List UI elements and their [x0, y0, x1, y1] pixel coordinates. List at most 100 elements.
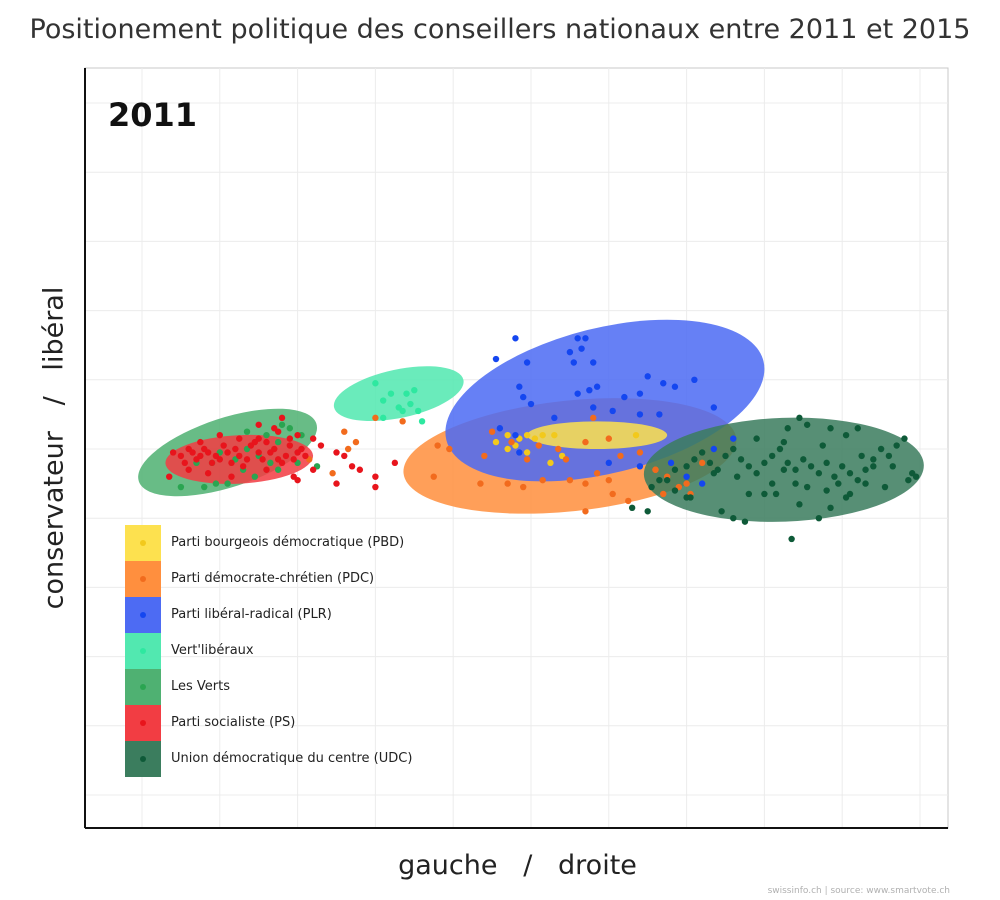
point-series-1	[582, 480, 589, 487]
point-series-1	[566, 476, 574, 484]
ellipse-0	[527, 421, 668, 449]
point-series-2	[671, 383, 679, 390]
point-series-6	[862, 480, 869, 487]
point-series-1	[683, 480, 690, 487]
point-series-5	[228, 473, 235, 480]
point-series-6	[780, 438, 788, 446]
point-series-2	[574, 335, 581, 342]
legend-label: Union démocratique du centre (UDC)	[171, 751, 413, 766]
point-series-5	[278, 459, 286, 467]
point-series-1	[481, 452, 488, 460]
point-series-6	[792, 480, 799, 487]
point-series-5	[278, 414, 286, 422]
point-series-5	[333, 449, 340, 456]
point-series-2	[551, 414, 558, 422]
point-series-6	[870, 456, 877, 463]
point-series-5	[255, 421, 262, 428]
point-series-2	[683, 473, 690, 480]
point-series-6	[663, 476, 671, 484]
legend-label: Parti libéral-radical (PLR)	[171, 607, 332, 622]
x-axis-label: gauche / droite	[398, 850, 637, 881]
point-series-6	[877, 445, 885, 453]
point-series-6	[722, 452, 729, 460]
point-series-6	[885, 452, 893, 460]
point-series-6	[772, 490, 780, 498]
point-series-5	[236, 435, 243, 442]
point-series-6	[683, 463, 690, 470]
point-series-6	[796, 414, 803, 422]
legend-dot	[140, 612, 146, 618]
legend-label: Parti démocrate-chrétien (PDC)	[171, 571, 375, 586]
point-series-3	[411, 386, 418, 394]
point-series-2	[710, 404, 718, 411]
source-credit: swissinfo.ch | source: www.smartvote.ch	[767, 886, 950, 896]
point-series-0	[504, 431, 511, 439]
point-series-5	[259, 456, 266, 463]
point-series-5	[208, 459, 216, 467]
legend-dot	[140, 576, 146, 582]
legend-label: Parti bourgeois démocratique (PBD)	[171, 535, 405, 550]
point-series-5	[166, 473, 173, 480]
point-series-6	[815, 515, 823, 522]
point-series-2	[656, 411, 663, 418]
point-series-5	[204, 449, 212, 456]
point-series-6	[823, 487, 830, 494]
point-series-1	[341, 428, 348, 435]
point-series-6	[889, 463, 896, 470]
panel-year-label: 2011	[108, 96, 198, 134]
point-series-2	[578, 345, 585, 352]
point-series-6	[741, 518, 749, 525]
point-series-6	[768, 480, 776, 487]
point-series-5	[239, 463, 247, 470]
point-series-6	[733, 473, 741, 480]
point-series-6	[854, 476, 861, 484]
point-series-6	[901, 435, 908, 442]
point-series-6	[862, 466, 869, 473]
legend-label: Parti socialiste (PS)	[171, 715, 296, 730]
point-series-1	[660, 490, 667, 498]
point-series-6	[753, 435, 760, 442]
point-series-0	[492, 438, 500, 446]
point-series-2	[605, 459, 612, 467]
point-series-0	[551, 431, 558, 439]
point-series-3	[372, 380, 379, 387]
point-series-5	[197, 438, 204, 446]
point-series-0	[523, 431, 531, 439]
point-series-2	[512, 431, 519, 439]
legend-swatch	[125, 669, 161, 705]
legend-swatch	[125, 633, 161, 669]
point-series-5	[169, 449, 177, 456]
point-series-1	[590, 414, 597, 422]
point-series-6	[912, 473, 920, 480]
point-series-1	[625, 497, 632, 505]
point-series-5	[286, 435, 294, 442]
point-series-6	[737, 456, 745, 463]
point-series-6	[842, 431, 850, 439]
point-series-6	[835, 480, 842, 487]
point-series-2	[520, 393, 527, 401]
legend-swatch	[125, 705, 161, 741]
point-series-4	[201, 483, 208, 491]
point-series-6	[827, 425, 834, 432]
point-series-1	[539, 476, 546, 484]
point-series-4	[224, 480, 231, 487]
point-series-1	[520, 483, 527, 491]
point-series-3	[418, 418, 426, 425]
point-series-5	[271, 425, 278, 432]
legend-dot	[140, 756, 146, 762]
point-series-5	[216, 431, 223, 439]
legend-swatch	[125, 561, 161, 597]
point-series-4	[274, 466, 282, 473]
point-series-5	[298, 445, 305, 453]
point-series-6	[792, 466, 799, 473]
point-series-5	[263, 438, 270, 446]
point-series-3	[414, 407, 422, 415]
point-series-6	[730, 445, 737, 453]
point-series-4	[263, 431, 270, 439]
point-series-5	[317, 442, 325, 449]
point-series-0	[539, 431, 546, 439]
point-series-0	[632, 431, 640, 439]
legend-dot	[140, 684, 146, 690]
point-series-5	[255, 435, 262, 442]
legend-dot	[140, 540, 146, 546]
